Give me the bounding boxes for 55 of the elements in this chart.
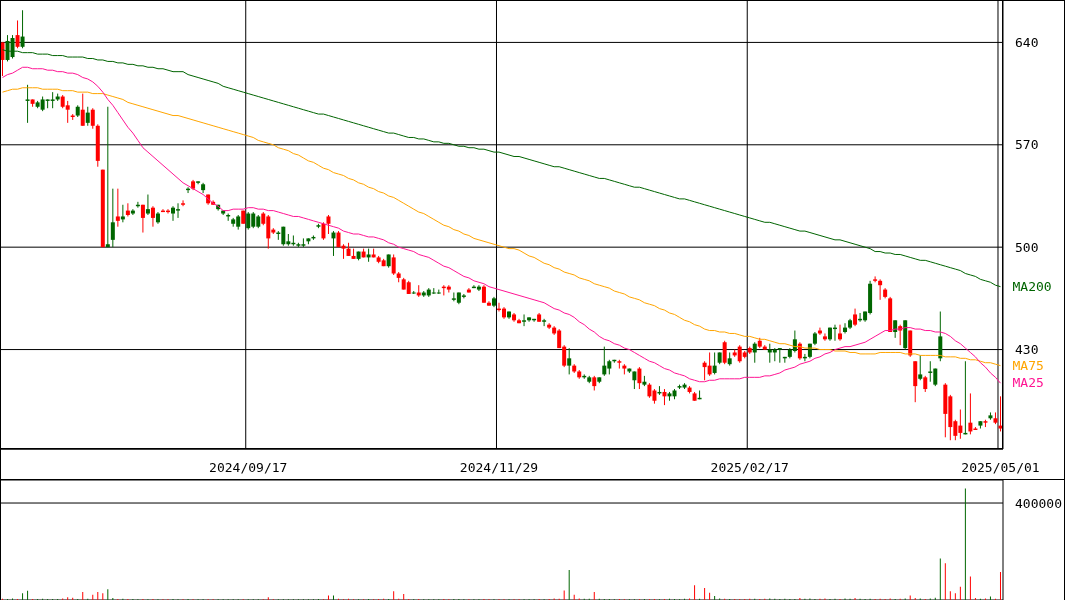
candlestick (567, 347, 572, 375)
series-label: MA75 (1012, 357, 1044, 373)
candlestick (145, 194, 150, 216)
candlestick (968, 392, 973, 435)
candlestick (873, 275, 878, 283)
candlestick (547, 322, 552, 330)
candlestick (522, 313, 527, 327)
candlestick (527, 316, 532, 323)
candlestick (637, 366, 642, 390)
candlestick (115, 188, 120, 228)
candlestick (105, 106, 110, 248)
candlestick (998, 395, 1003, 432)
x-tick-label: 2025/02/17 (710, 460, 789, 476)
y-tick-label: 640 (1015, 35, 1039, 51)
candlestick (391, 253, 396, 276)
candlestick (466, 287, 471, 294)
candlestick (15, 19, 20, 49)
candlestick (838, 324, 843, 342)
y-tick-label: 570 (1015, 137, 1039, 153)
candlestick (722, 340, 727, 365)
x-tick-label: 2024/09/17 (209, 460, 288, 476)
candlestick (90, 107, 95, 130)
candlestick (20, 9, 25, 49)
candlestick (918, 354, 923, 381)
candlestick (140, 204, 145, 234)
candlestick (938, 311, 943, 362)
candlestick (150, 205, 155, 228)
candlestick (85, 106, 90, 127)
y-tick-label: 430 (1015, 342, 1039, 358)
candlestick (120, 204, 125, 223)
y-tick-label: 400000 (1015, 495, 1062, 511)
candlestick (110, 188, 115, 248)
series-label: MA25 (1012, 375, 1044, 391)
candlestick (476, 284, 481, 292)
candlestick (130, 208, 135, 216)
candlestick (707, 351, 712, 377)
candlestick (25, 84, 30, 124)
candlestick (822, 332, 827, 342)
candlestick (461, 293, 466, 299)
x-tick-label: 2024/11/29 (459, 460, 539, 476)
x-tick-label: 2025/05/01 (961, 460, 1040, 476)
candlestick (542, 318, 547, 327)
candlestick (602, 346, 607, 377)
candlestick (65, 100, 70, 124)
candlestick (0, 41, 5, 77)
candlestick (928, 360, 933, 383)
candlestick (326, 214, 331, 235)
candlestick (181, 199, 186, 207)
candlestick (752, 341, 757, 364)
candlestick (80, 93, 85, 127)
candlestick (486, 300, 491, 307)
candlestick (712, 351, 717, 375)
series-label: MA200 (1012, 278, 1052, 294)
y-tick-label: 500 (1015, 239, 1039, 255)
candlestick (171, 205, 176, 222)
